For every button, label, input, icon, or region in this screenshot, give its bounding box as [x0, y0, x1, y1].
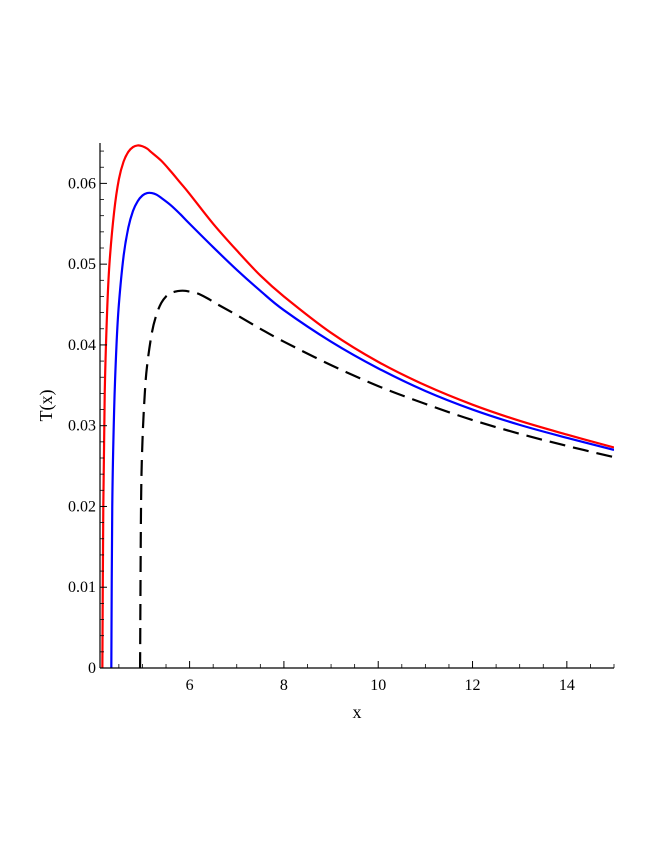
y-tick-label: 0	[88, 660, 96, 677]
x-tick-label: 6	[186, 677, 194, 694]
ticks: 0 0.01 0.02 0.03 0.04 0.05 0.06 6 8 10 12 14	[68, 150, 615, 694]
y-tick-label: 0.04	[68, 337, 96, 354]
series-line-3	[138, 289, 614, 669]
series-layer	[101, 144, 614, 669]
x-tick-label: 8	[280, 677, 288, 694]
series-line-1	[101, 144, 614, 669]
axes	[99, 143, 614, 669]
x-tick-label: 14	[559, 677, 575, 694]
y-tick-label: 0.02	[68, 498, 96, 515]
x-axis-title: x	[353, 702, 362, 722]
y-tick-label: 0.05	[68, 256, 96, 273]
series-line-2	[110, 191, 614, 669]
y-tick-label: 0.06	[68, 175, 96, 192]
y-tick-label: 0.03	[68, 418, 96, 435]
y-axis-title: T(x)	[36, 390, 57, 422]
y-tick-label: 0.01	[68, 579, 96, 596]
x-tick-label: 10	[370, 677, 386, 694]
x-tick-label: 12	[465, 677, 481, 694]
